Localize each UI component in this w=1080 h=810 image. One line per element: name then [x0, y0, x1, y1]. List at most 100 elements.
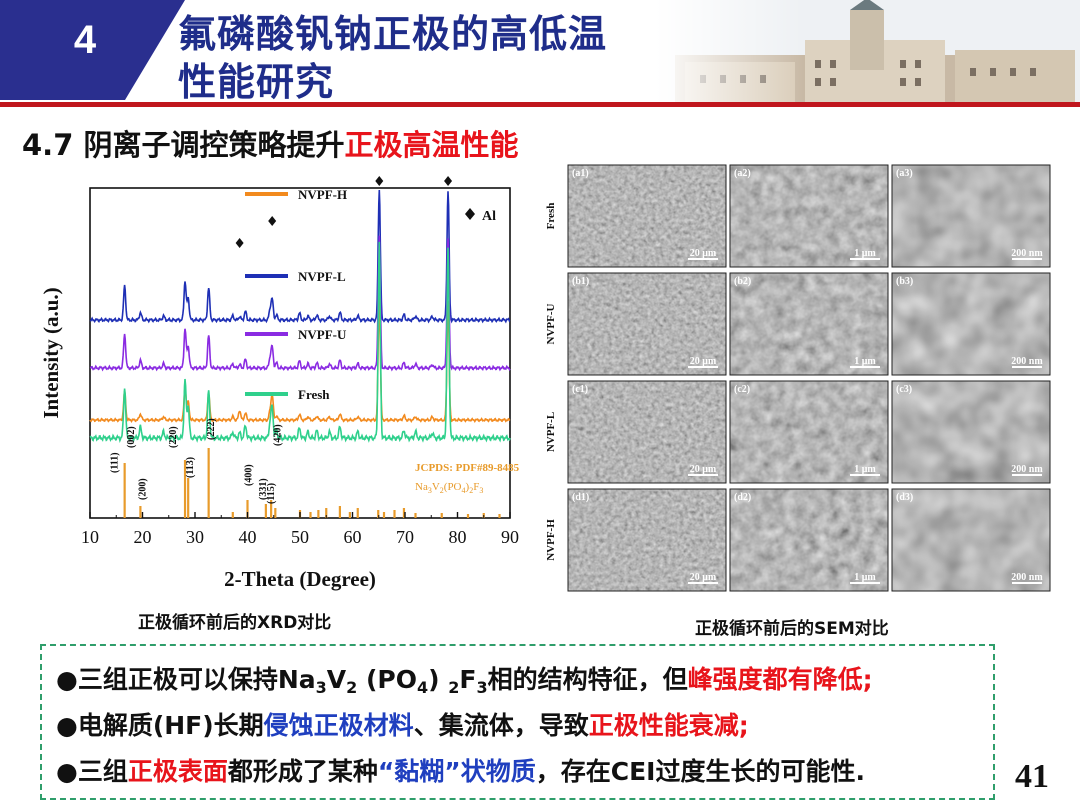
- bullet-surface: ●三组正极表面都形成了某种“黏糊”状物质，存在CEI过度生长的可能性.: [56, 757, 865, 786]
- xrd-hkl-label: (400): [244, 464, 255, 486]
- al-peak-marker: [444, 176, 453, 186]
- xrd-x-tick-label: 10: [81, 527, 99, 547]
- page-number: 41: [1015, 758, 1049, 795]
- xrd-al-label: Al: [482, 209, 496, 224]
- sem-image-border: [891, 164, 1051, 268]
- al-peak-marker: [375, 176, 384, 186]
- sem-image-border: [729, 164, 889, 268]
- subtitle-highlight: 正极高温性能: [344, 128, 519, 162]
- sem-panel-label: (c1): [572, 384, 588, 395]
- xrd-caption: 正极循环前后的XRD对比: [138, 613, 332, 633]
- xrd-x-tick-label: 90: [501, 527, 519, 547]
- sem-image-border: [729, 488, 889, 592]
- xrd-legend-label: Fresh: [298, 387, 330, 402]
- xrd-x-tick-label: 70: [396, 527, 414, 547]
- sem-panel-label: (d2): [734, 492, 751, 503]
- xrd-hkl-label: (420): [273, 424, 284, 446]
- sem-scale-label: 20 μm: [690, 248, 717, 259]
- sem-micrograph: [730, 165, 888, 267]
- al-peak-marker: [268, 216, 277, 226]
- xrd-hkl-label: (222): [206, 418, 217, 440]
- campus-building-image: [655, 0, 1080, 103]
- sem-panel-label: (c3): [896, 384, 912, 395]
- xrd-jcpds-label: JCPDS: PDF#89-8485: [415, 462, 520, 474]
- xrd-reference-formula: Na3V2(PO4)2F3: [415, 481, 483, 495]
- al-diamond-icon: [465, 208, 475, 220]
- xrd-series-line: [89, 235, 511, 372]
- xrd-hkl-label: (200): [138, 478, 149, 500]
- sem-image-grid: Fresh (a1) 20 μm (a2) 1 μm (a3) 200 nm NVPF-U (b…: [545, 164, 1051, 592]
- sem-panel-label: (a3): [896, 168, 913, 179]
- xrd-hkl-label: (111): [109, 452, 120, 473]
- sem-image-border: [891, 488, 1051, 592]
- xrd-hkl-label: (113): [185, 457, 196, 478]
- sem-image-border: [567, 380, 727, 484]
- sem-panel-label: (d1): [572, 492, 589, 503]
- sem-micrograph: [730, 381, 888, 483]
- sem-panel-label: (c2): [734, 384, 750, 395]
- xrd-x-tick-label: 80: [449, 527, 467, 547]
- xrd-x-tick-label: 40: [239, 527, 257, 547]
- xrd-al-legend: Al: [465, 208, 496, 224]
- slide-title: 氟磷酸钒钠正极的高低温 性能研究: [178, 10, 658, 106]
- sem-micrograph: [892, 165, 1050, 267]
- header-rule: [0, 102, 1080, 107]
- xrd-x-tick-label: 60: [344, 527, 362, 547]
- conclusion-box: ●三组正极可以保持Na3V2 (PO4) 2F3相的结构特征，但峰强度都有降低;…: [40, 644, 995, 800]
- xrd-legend-label: NVPF-H: [298, 187, 347, 202]
- sem-scale-label: 20 μm: [690, 356, 717, 367]
- sem-micrograph: [568, 381, 726, 483]
- xrd-hkl-label: (115): [266, 483, 277, 504]
- sem-scale-label: 200 nm: [1011, 248, 1043, 259]
- sem-row-label: NVPF-L: [545, 412, 557, 452]
- sem-panel-label: (a1): [572, 168, 589, 179]
- xrd-chart: (111) (002) (200) (220) (113) (222) (400)(331)…: [40, 176, 520, 591]
- sem-row-label: NVPF-U: [545, 303, 557, 344]
- xrd-y-axis-label: Intensity (a.u.): [40, 287, 63, 418]
- xrd-series-line: [89, 297, 511, 424]
- sem-panel-label: (b3): [896, 276, 913, 287]
- xrd-hkl-label: (331): [258, 478, 269, 500]
- sem-row-label: Fresh: [545, 203, 557, 230]
- xrd-x-tick-label: 20: [134, 527, 152, 547]
- section-subtitle: 4.7 阴离子调控策略提升正极高温性能: [22, 122, 519, 164]
- xrd-x-axis-label: 2-Theta (Degree): [224, 567, 376, 591]
- sem-caption: 正极循环前后的SEM对比: [695, 619, 889, 639]
- sem-scale-label: 20 μm: [690, 464, 717, 475]
- sem-micrograph: [892, 381, 1050, 483]
- sem-image-border: [567, 164, 727, 268]
- xrd-legend-label: NVPF-L: [298, 269, 346, 284]
- sem-scale-label: 1 μm: [854, 464, 876, 475]
- sem-image-border: [729, 272, 889, 376]
- xrd-hkl-label: (002): [126, 426, 137, 448]
- sem-micrograph: [892, 273, 1050, 375]
- slide-title-line2: 性能研究: [178, 60, 335, 104]
- sem-scale-label: 1 μm: [854, 356, 876, 367]
- xrd-x-tick-label: 30: [186, 527, 204, 547]
- section-number: 4: [73, 18, 97, 62]
- sem-scale-label: 200 nm: [1011, 464, 1043, 475]
- xrd-x-tick-label: 50: [291, 527, 309, 547]
- sem-scale-label: 20 μm: [690, 572, 717, 583]
- xrd-series-line: [89, 189, 511, 324]
- bullet-corrosion: ●电解质(HF)长期侵蚀正极材料、集流体，导致正极性能衰减;: [56, 711, 749, 740]
- sem-scale-label: 200 nm: [1011, 356, 1043, 367]
- sem-row-label: NVPF-H: [545, 519, 557, 561]
- section-tab: [0, 0, 185, 100]
- sem-panel-label: (b2): [734, 276, 751, 287]
- sem-micrograph: [568, 165, 726, 267]
- xrd-series-line: [89, 241, 511, 443]
- xrd-legend-label: NVPF-U: [298, 327, 347, 342]
- sem-panel-label: (a2): [734, 168, 751, 179]
- subtitle-prefix: 4.7 阴离子调控策略提升: [22, 128, 345, 162]
- slide-title-line1: 氟磷酸钒钠正极的高低温: [178, 12, 608, 56]
- sem-image-border: [729, 380, 889, 484]
- sem-scale-label: 1 μm: [854, 572, 876, 583]
- sem-panel-label: (b1): [572, 276, 589, 287]
- sem-scale-label: 1 μm: [854, 248, 876, 259]
- sem-image-border: [891, 380, 1051, 484]
- bullet-structure: ●三组正极可以保持Na3V2 (PO4) 2F3相的结构特征，但峰强度都有降低;: [56, 665, 873, 697]
- sem-image-border: [567, 488, 727, 592]
- sem-micrograph: [892, 489, 1050, 591]
- sem-micrograph: [730, 489, 888, 591]
